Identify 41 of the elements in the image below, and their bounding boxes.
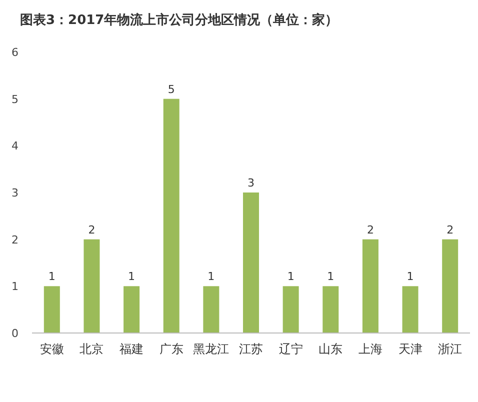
- bar: [84, 239, 100, 333]
- x-tick-label: 山东: [318, 342, 343, 356]
- x-tick-label: 福建: [120, 342, 144, 356]
- bar: [243, 192, 259, 333]
- data-label: 1: [287, 270, 294, 284]
- x-tick-label: 黑龙江: [193, 342, 230, 356]
- y-tick-label: 3: [12, 186, 18, 200]
- bar: [163, 98, 180, 333]
- x-tick-label: 江苏: [239, 342, 263, 356]
- data-label: 1: [327, 270, 334, 284]
- x-tick-label: 安徽: [40, 342, 64, 356]
- bar: [282, 286, 299, 333]
- data-label: 2: [446, 223, 454, 236]
- bar: [322, 286, 339, 333]
- bar: [44, 286, 60, 333]
- bar: [402, 286, 418, 333]
- chart-title: 图表3：2017年物流上市公司分地区情况（单位：家）: [20, 12, 338, 28]
- data-label: 2: [88, 223, 96, 236]
- x-tick-label: 天津: [398, 342, 422, 356]
- y-tick-label: 5: [12, 92, 18, 106]
- data-label: 5: [168, 82, 175, 96]
- y-tick-label: 2: [12, 233, 18, 246]
- bar: [203, 286, 220, 333]
- x-tick-label: 广东: [159, 342, 184, 356]
- y-tick-label: 6: [12, 46, 18, 59]
- data-label: 3: [248, 176, 254, 190]
- bar: [124, 286, 140, 333]
- y-tick-label: 4: [12, 140, 18, 153]
- y-tick-label: 0: [12, 327, 18, 340]
- x-tick-label: 北京: [80, 342, 104, 356]
- data-label: 1: [406, 270, 414, 284]
- bar: [442, 239, 458, 333]
- y-tick-label: 1: [12, 280, 18, 294]
- data-label: 1: [48, 270, 56, 284]
- bar: [362, 239, 378, 333]
- data-label: 2: [366, 223, 374, 236]
- x-tick-label: 浙江: [438, 342, 462, 356]
- x-tick-label: 上海: [358, 342, 382, 356]
- data-label: 1: [208, 270, 215, 284]
- x-tick-label: 辽宁: [278, 342, 303, 356]
- data-label: 1: [128, 270, 136, 284]
